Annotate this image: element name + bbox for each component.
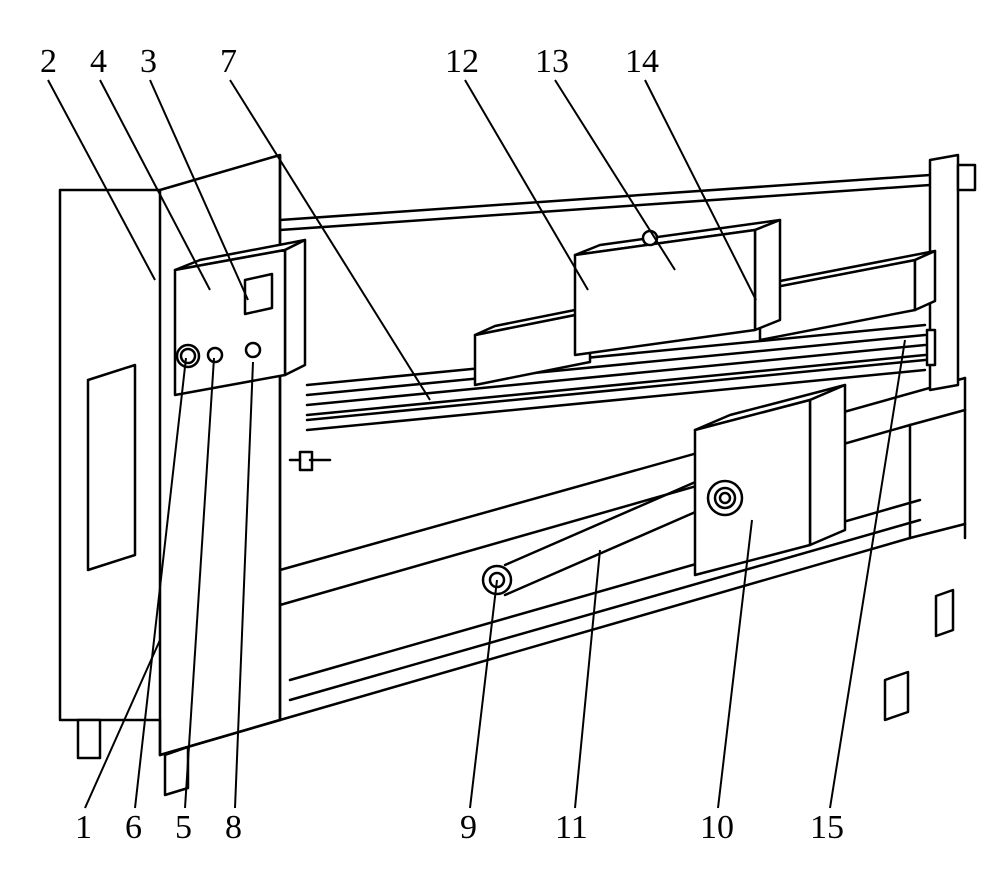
foot [165, 747, 188, 795]
leader-n11 [575, 550, 600, 808]
top-rail [280, 175, 930, 220]
control-box-side [285, 240, 305, 375]
btn-2 [208, 348, 222, 362]
callout-13: 13 [535, 43, 569, 80]
callout-1: 1 [75, 809, 92, 846]
callout-15: 15 [810, 809, 844, 846]
foot [78, 720, 100, 758]
callout-12: 12 [445, 43, 479, 80]
callout-11: 11 [555, 809, 588, 846]
carriage-side [810, 385, 845, 545]
callout-10: 10 [700, 809, 734, 846]
leader-n9 [470, 580, 497, 808]
callout-8: 8 [225, 809, 242, 846]
cabinet-window [88, 365, 135, 570]
post-cap [927, 330, 935, 365]
btn-3 [246, 343, 260, 357]
foot [936, 590, 953, 636]
leader-n12 [465, 80, 588, 290]
carriage-hub-inner [720, 493, 730, 503]
callout-14: 14 [625, 43, 659, 80]
bed-back-edge [910, 410, 965, 425]
post-cap [958, 165, 975, 190]
control-box-front [175, 250, 285, 395]
foot [885, 672, 908, 720]
leader-n13 [555, 80, 675, 270]
callout-6: 6 [125, 809, 142, 846]
plate13-side [755, 220, 780, 330]
base-rail [290, 520, 920, 700]
machine-diagram: 123456789101112131415 [0, 0, 1000, 870]
bed-back-bottom [910, 524, 965, 538]
top-rail [280, 185, 930, 230]
callout-7: 7 [220, 43, 237, 80]
display-screen [245, 274, 272, 314]
callout-3: 3 [140, 43, 157, 80]
btn-1 [181, 349, 195, 363]
bed-front-bottom [280, 538, 910, 720]
callout-4: 4 [90, 43, 107, 80]
callout-9: 9 [460, 809, 477, 846]
shelf-right-side [915, 251, 935, 310]
callout-5: 5 [175, 809, 192, 846]
callout-2: 2 [40, 43, 57, 80]
